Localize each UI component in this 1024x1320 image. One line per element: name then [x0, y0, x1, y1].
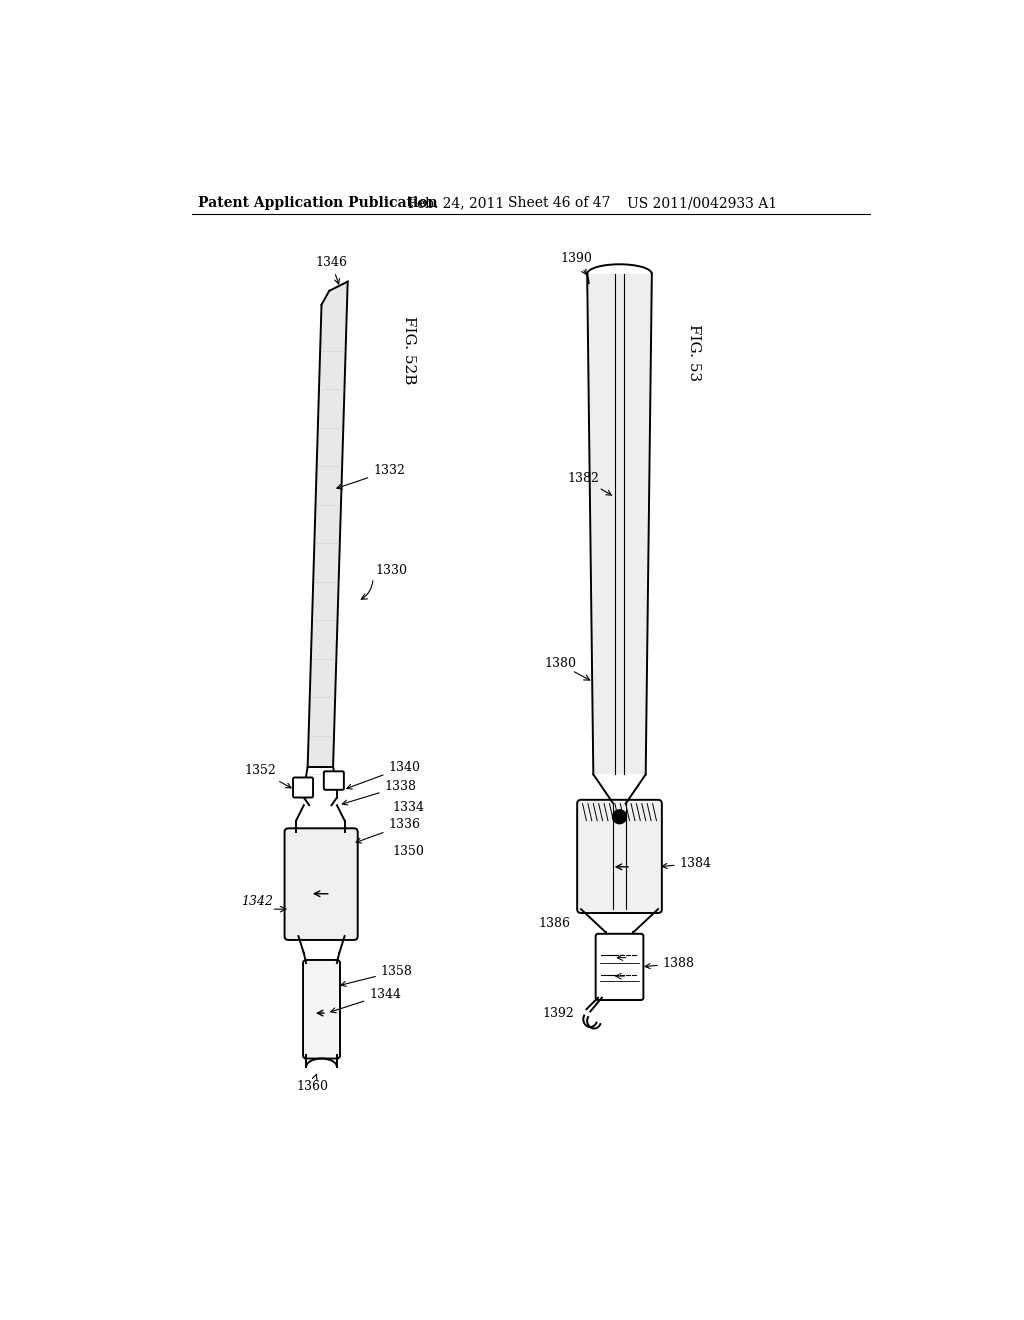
Text: 1358: 1358 [341, 965, 413, 986]
Text: US 2011/0042933 A1: US 2011/0042933 A1 [628, 197, 777, 210]
Text: 1332: 1332 [337, 465, 404, 488]
Text: 1342: 1342 [241, 895, 272, 908]
Text: Patent Application Publication: Patent Application Publication [199, 197, 438, 210]
FancyBboxPatch shape [293, 777, 313, 797]
FancyBboxPatch shape [596, 933, 643, 1001]
Text: 1380: 1380 [545, 656, 577, 669]
Text: 1344: 1344 [331, 987, 401, 1012]
Text: Sheet 46 of 47: Sheet 46 of 47 [508, 197, 610, 210]
FancyBboxPatch shape [285, 829, 357, 940]
FancyBboxPatch shape [303, 960, 340, 1059]
Text: 1340: 1340 [347, 760, 421, 789]
Polygon shape [307, 281, 348, 767]
Text: 1360: 1360 [296, 1074, 328, 1093]
Text: 1334: 1334 [392, 801, 424, 814]
Text: FIG. 52B: FIG. 52B [402, 317, 417, 384]
Text: 1330: 1330 [376, 564, 408, 577]
Text: 1346: 1346 [315, 256, 347, 284]
Text: FIG. 53: FIG. 53 [687, 323, 701, 381]
Text: 1390: 1390 [560, 252, 592, 275]
Text: 1338: 1338 [342, 780, 417, 805]
Text: 1384: 1384 [662, 857, 712, 870]
Text: 1352: 1352 [245, 764, 291, 788]
Text: 1382: 1382 [567, 471, 611, 495]
Text: 1336: 1336 [356, 818, 421, 843]
Text: 1388: 1388 [645, 957, 694, 970]
FancyBboxPatch shape [578, 800, 662, 913]
Circle shape [612, 810, 627, 824]
Text: 1350: 1350 [392, 845, 424, 858]
Text: 1392: 1392 [543, 1007, 574, 1020]
Text: 1386: 1386 [539, 917, 570, 929]
Polygon shape [587, 275, 652, 775]
Text: Feb. 24, 2011: Feb. 24, 2011 [408, 197, 504, 210]
FancyBboxPatch shape [324, 771, 344, 789]
